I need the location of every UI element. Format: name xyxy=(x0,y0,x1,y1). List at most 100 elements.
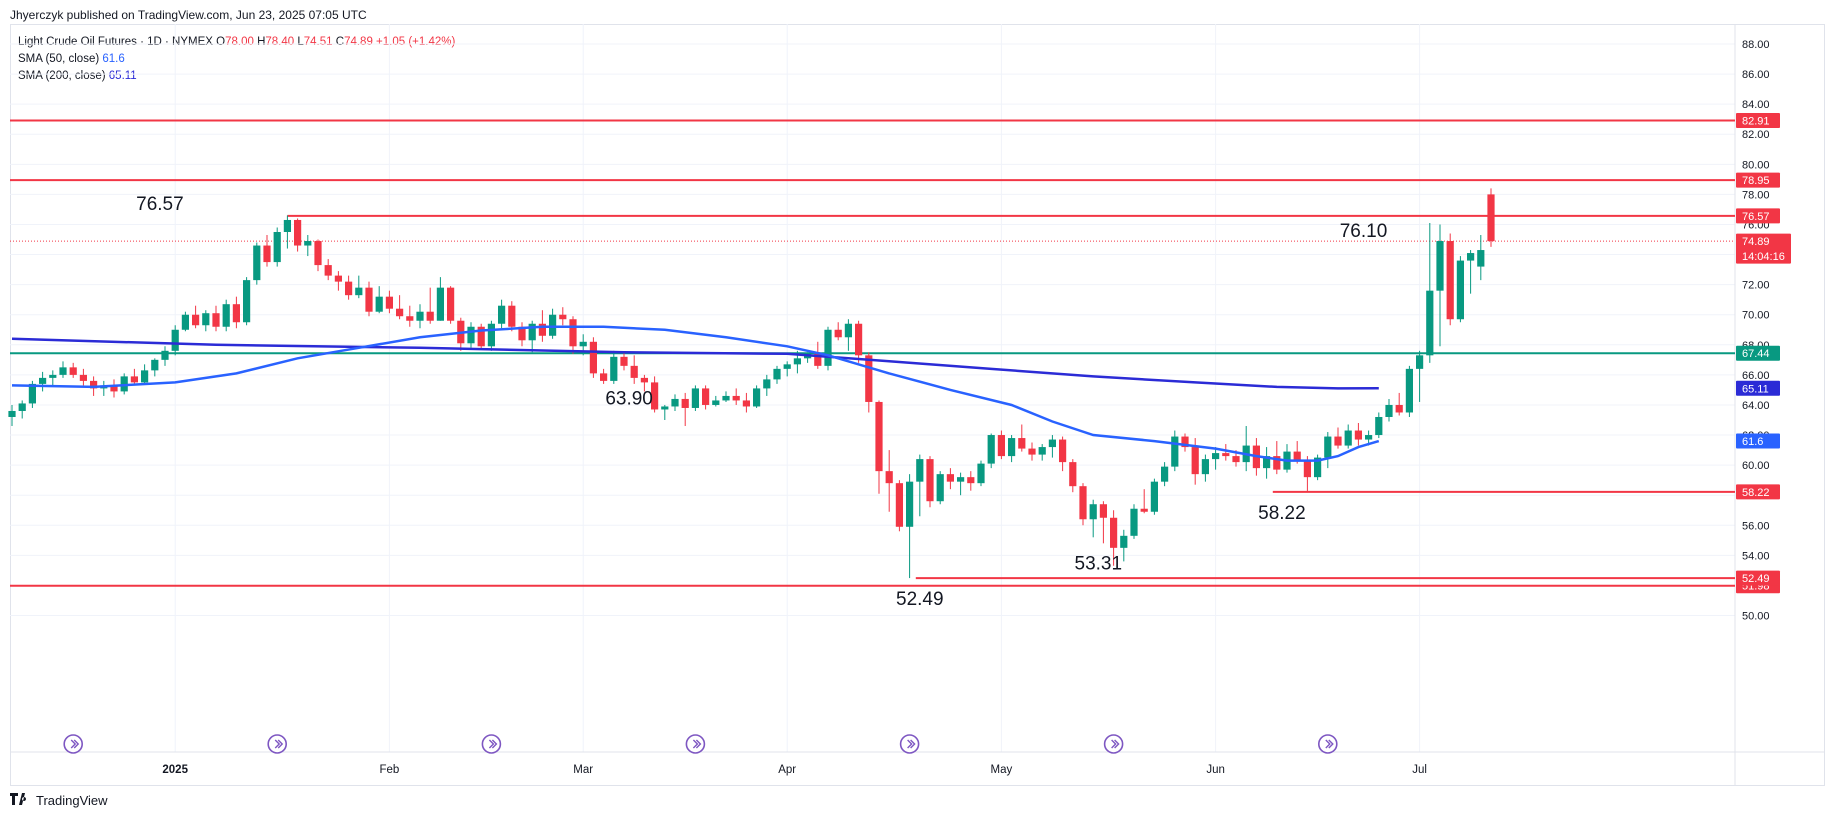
candle-body xyxy=(824,329,832,366)
candle-body xyxy=(651,382,659,410)
candle-body xyxy=(793,358,801,365)
x-tick-label: Apr xyxy=(778,764,796,776)
candle-body xyxy=(334,275,342,282)
candle-body xyxy=(1181,436,1189,448)
candle-body xyxy=(589,341,597,374)
ohlc-low-label: L xyxy=(297,36,304,48)
candle-body xyxy=(263,245,271,263)
candle-body xyxy=(1038,447,1046,455)
ohlc-close-label: C xyxy=(335,36,345,48)
candle-body xyxy=(1314,457,1322,478)
candle-body xyxy=(1456,260,1464,320)
x-tick-label: Jun xyxy=(1206,764,1225,776)
candle-body xyxy=(538,323,546,336)
candle-body xyxy=(1344,430,1352,446)
candle-body xyxy=(222,304,230,327)
axis-price-label: 78.95 xyxy=(1742,175,1770,187)
ohlc-open: 78.00 xyxy=(225,36,254,48)
candle-body xyxy=(1089,504,1097,520)
candle-body xyxy=(18,403,26,411)
candle-body xyxy=(1130,508,1138,536)
candle-body xyxy=(8,410,16,417)
y-tick-label: 50.00 xyxy=(1742,611,1770,623)
candle-body xyxy=(1120,535,1128,548)
candle-body xyxy=(1099,504,1107,518)
candle-body xyxy=(549,314,557,336)
candle-body xyxy=(28,383,36,404)
candle-body xyxy=(90,380,98,389)
candle-body xyxy=(1436,241,1444,291)
legend-sma200-row[interactable]: SMA (200, close) 65.11 xyxy=(18,68,455,85)
candle-body xyxy=(110,385,118,392)
event-marker-chevron-icon xyxy=(1325,739,1334,749)
x-tick-label: Feb xyxy=(379,764,399,776)
candle-body xyxy=(579,341,587,347)
legend-symbol-row[interactable]: Light Crude Oil Futures · 1D · NYMEX O78… xyxy=(18,34,455,51)
ohlc-high-label: H xyxy=(257,36,266,48)
candle-body xyxy=(885,471,893,484)
candle-body xyxy=(1171,436,1179,467)
candle-body xyxy=(773,368,781,380)
candle-body xyxy=(49,374,57,378)
time-axis[interactable]: 2025 Feb Mar Apr May Jun Jul xyxy=(162,764,1427,776)
candle-body xyxy=(916,459,924,482)
y-tick-label: 72.00 xyxy=(1742,280,1770,292)
candle-body xyxy=(783,364,791,369)
axis-price-label: 82.91 xyxy=(1742,116,1770,128)
candle-body xyxy=(141,370,149,383)
candle-body xyxy=(1467,253,1475,261)
candle-body xyxy=(324,265,332,276)
event-marker-icon xyxy=(899,734,920,754)
y-tick-label: 60.00 xyxy=(1742,460,1770,472)
legend-sma50-row[interactable]: SMA (50, close) 61.6 xyxy=(18,51,455,68)
candle-body xyxy=(600,373,608,381)
candle-body xyxy=(1334,436,1342,446)
sma200-value: 65.11 xyxy=(108,70,137,82)
sma200-line xyxy=(11,337,1379,390)
publisher-line: Jhyerczyk published on TradingView.com, … xyxy=(10,8,367,22)
price-axis[interactable]: 88.0086.0084.0082.0080.0078.0076.0074.00… xyxy=(1736,39,1791,623)
event-marker-icon xyxy=(481,734,502,754)
candle-body xyxy=(385,296,393,309)
symbol-title: Light Crude Oil Futures · 1D · NYMEX xyxy=(18,36,213,48)
candle-body xyxy=(987,435,995,464)
candle-body xyxy=(181,314,189,330)
axis-price-label: 61.6 xyxy=(1742,436,1763,448)
axis-price-label-box xyxy=(1736,233,1791,264)
candle-body xyxy=(712,400,720,405)
candle-body xyxy=(844,323,852,338)
candle-body xyxy=(528,323,536,341)
candle-body xyxy=(161,350,169,360)
candle-body xyxy=(834,329,842,338)
candle-body xyxy=(1395,404,1403,413)
candle-body xyxy=(355,287,363,296)
event-marker-icon xyxy=(1103,734,1124,754)
candle-body xyxy=(1293,451,1301,461)
y-tick-label: 80.00 xyxy=(1742,159,1770,171)
candle-body xyxy=(1487,194,1495,242)
candle-body xyxy=(1048,439,1056,448)
candle-body xyxy=(620,356,628,366)
axis-price-label-box xyxy=(1736,570,1780,586)
candle-body xyxy=(79,374,87,381)
candle-body xyxy=(610,356,618,381)
candle-body xyxy=(1059,439,1067,463)
candle-body xyxy=(192,314,200,326)
legend: Light Crude Oil Futures · 1D · NYMEX O78… xyxy=(18,34,455,85)
axis-price-label: 67.44 xyxy=(1742,348,1770,360)
axis-price-label: 76.57 xyxy=(1742,211,1770,223)
candle-body xyxy=(1354,430,1362,440)
candle-body xyxy=(375,296,383,312)
candle-body xyxy=(498,305,506,324)
candle-body xyxy=(630,365,638,378)
candle-body xyxy=(640,377,648,383)
event-marker-chevron-icon xyxy=(70,739,80,749)
candle-body xyxy=(763,379,771,389)
event-markers xyxy=(63,734,1338,754)
candle-body xyxy=(243,280,251,323)
tv-mark-icon xyxy=(10,793,27,805)
candle-body xyxy=(1191,447,1199,475)
candle-body xyxy=(171,329,179,351)
candle-body xyxy=(120,376,128,392)
